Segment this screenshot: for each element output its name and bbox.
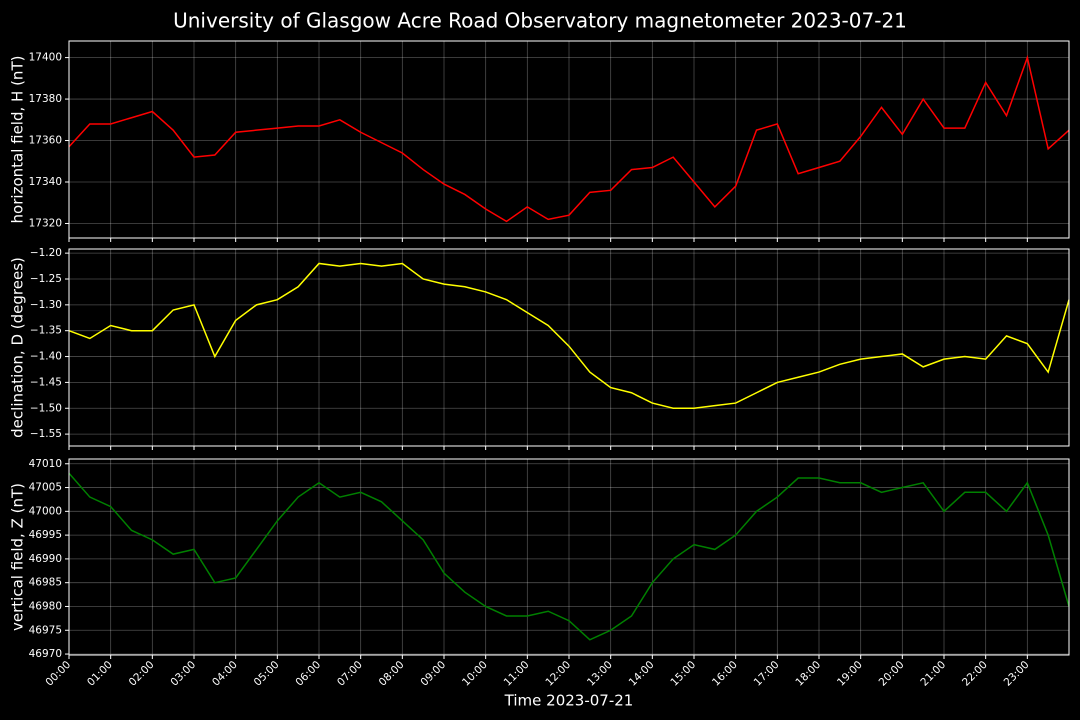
x-tick-label: 11:00 bbox=[502, 659, 532, 689]
x-tick-label: 14:00 bbox=[627, 659, 657, 689]
x-tick-label: 08:00 bbox=[377, 659, 407, 689]
x-tick-label: 18:00 bbox=[793, 659, 823, 689]
y-tick-label: 47005 bbox=[29, 482, 62, 494]
data-line bbox=[68, 472, 1070, 641]
y-tick-label: 17360 bbox=[29, 135, 62, 147]
x-tick-label: 04:00 bbox=[210, 659, 240, 689]
y-tick-label: −1.30 bbox=[30, 299, 62, 311]
data-line bbox=[68, 54, 1070, 223]
x-tick-label: 02:00 bbox=[127, 659, 157, 689]
x-tick-label: 16:00 bbox=[710, 659, 740, 689]
y-tick-label: 46985 bbox=[29, 577, 62, 589]
x-tick-label: 06:00 bbox=[293, 659, 323, 689]
y-tick-label: 17400 bbox=[29, 52, 62, 64]
x-tick-label: 13:00 bbox=[585, 659, 615, 689]
plot-frame bbox=[68, 248, 1070, 447]
y-tick-label: 17340 bbox=[29, 176, 62, 188]
y-tick-label: −1.35 bbox=[30, 325, 62, 337]
x-tick-label: 19:00 bbox=[835, 659, 865, 689]
data-line bbox=[68, 262, 1070, 409]
x-tick-label: 22:00 bbox=[960, 659, 990, 689]
x-tick-label: 03:00 bbox=[168, 659, 198, 689]
figure-title: University of Glasgow Acre Road Observat… bbox=[173, 9, 907, 33]
x-tick-label: 07:00 bbox=[335, 659, 365, 689]
y-tick-label: 17380 bbox=[29, 93, 62, 105]
x-axis-label: Time 2023-07-21 bbox=[504, 692, 634, 710]
y-tick-label: −1.50 bbox=[30, 402, 62, 414]
x-tick-label: 01:00 bbox=[85, 659, 115, 689]
x-tick-label: 23:00 bbox=[1002, 659, 1032, 689]
y-tick-label: 17320 bbox=[29, 217, 62, 229]
y-tick-label: 47010 bbox=[29, 458, 62, 470]
y-tick-label: −1.55 bbox=[30, 428, 62, 440]
y-axis-label: declination, D (degrees) bbox=[9, 257, 27, 438]
y-axis-label: horizontal field, H (nT) bbox=[9, 56, 27, 224]
y-tick-label: −1.45 bbox=[30, 376, 62, 388]
y-tick-label: 46970 bbox=[29, 648, 62, 660]
x-tick-label: 21:00 bbox=[918, 659, 948, 689]
y-tick-label: −1.20 bbox=[30, 247, 62, 259]
y-tick-label: 47000 bbox=[29, 505, 62, 517]
x-tick-label: 00:00 bbox=[43, 659, 73, 689]
x-tick-label: 17:00 bbox=[752, 659, 782, 689]
x-tick-label: 05:00 bbox=[252, 659, 282, 689]
plot-frame bbox=[68, 40, 1070, 239]
y-tick-label: 46980 bbox=[29, 600, 62, 612]
y-axis-label: vertical field, Z (nT) bbox=[9, 483, 27, 631]
x-tick-label: 15:00 bbox=[668, 659, 698, 689]
y-tick-label: 46995 bbox=[29, 529, 62, 541]
y-tick-label: −1.40 bbox=[30, 351, 62, 363]
y-tick-label: −1.25 bbox=[30, 273, 62, 285]
plot-frame bbox=[68, 458, 1070, 656]
x-tick-label: 10:00 bbox=[460, 659, 490, 689]
y-tick-label: 46975 bbox=[29, 624, 62, 636]
x-tick-label: 09:00 bbox=[418, 659, 448, 689]
x-tick-label: 12:00 bbox=[543, 659, 573, 689]
x-tick-label: 20:00 bbox=[877, 659, 907, 689]
y-tick-label: 46990 bbox=[29, 553, 62, 565]
